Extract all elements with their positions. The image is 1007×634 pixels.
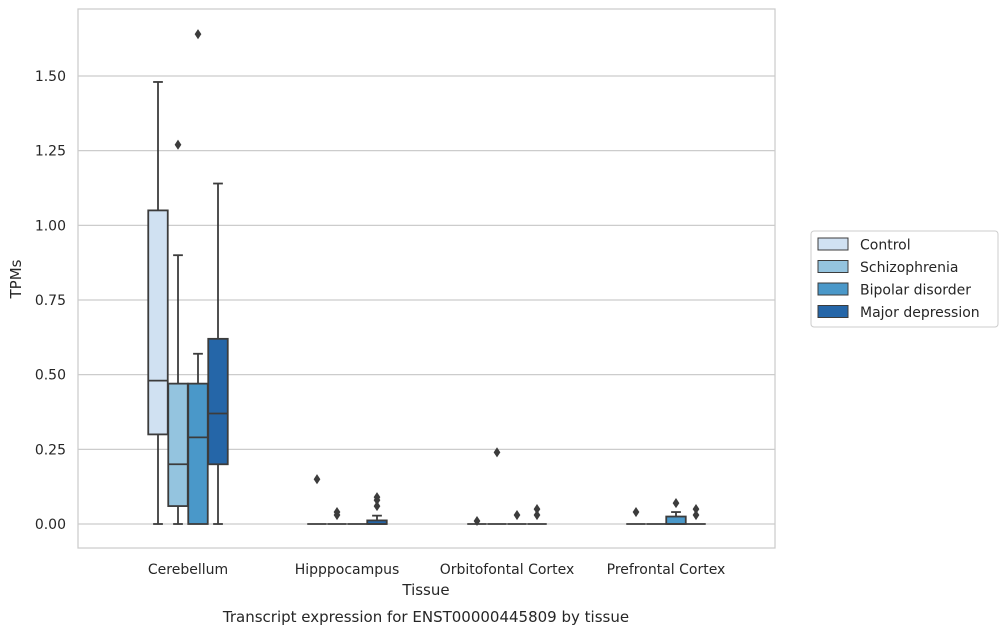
y-tick-label: 0.50 [35,368,66,384]
legend-swatch [817,237,849,251]
box-body [167,382,189,507]
outlier-point [313,474,321,485]
x-axis-title: Tissue [401,581,449,599]
legend-label: Bipolar disorder [860,283,971,299]
box-control [147,81,169,525]
y-tick-label: 0.00 [35,517,66,533]
outlier-point [632,507,640,518]
outlier-point [513,510,521,521]
y-tick-label: 0.25 [35,442,66,458]
outlier-point [373,501,381,512]
x-tick-label: Prefrontal Cortex [607,562,726,578]
y-tick-labels: 0.00 0.25 0.50 0.75 1.00 1.25 1.50 [35,69,66,533]
box-body [147,209,169,436]
boxes [147,81,706,525]
legend-label: Major depression [860,305,980,321]
box-body [187,382,209,525]
legend: Control Schizophrenia Bipolar disorder Majo… [810,230,999,328]
x-tick-labels: Cerebellum Hipppocampus Orbitofontal Corte… [148,562,725,578]
box-major-depression [366,514,388,525]
outlier-point [692,504,700,515]
legend-frame [810,230,999,328]
legend-swatch [817,260,849,273]
box-body [207,337,229,466]
outlier-point [533,504,541,515]
y-tick-label: 1.25 [35,144,66,160]
outlier-point [333,507,341,518]
legend-label: Control [860,238,911,254]
plot-area-frame [77,8,776,549]
legend-label: Schizophrenia [860,260,958,276]
chart-caption: Transcript expression for ENST0000044580… [222,608,629,626]
box-schizophrenia [167,254,189,525]
outlier-point [692,510,700,521]
legend-swatch [817,282,849,296]
outlier-point [174,139,182,150]
y-tick-label: 1.50 [35,69,66,85]
box-bipolar-disorder [187,352,209,525]
outlier-point [493,447,501,458]
outlier-point [373,492,381,503]
outlier-point [194,29,202,40]
box-bipolar-disorder [665,511,687,525]
y-tick-label: 0.75 [35,293,66,309]
y-tick-label: 1.00 [35,218,66,234]
outlier-point [672,498,680,509]
x-tick-label: Hipppocampus [295,562,400,578]
outlier-point [533,510,541,521]
x-tick-label: Cerebellum [148,562,228,578]
legend-swatch [817,305,849,318]
outliers [174,29,700,527]
box-body [665,515,687,525]
y-axis-title: TPMs [7,259,25,299]
x-tick-label: Orbitofontal Cortex [440,562,575,578]
box-major-depression [207,182,229,525]
outlier-point [473,515,481,527]
